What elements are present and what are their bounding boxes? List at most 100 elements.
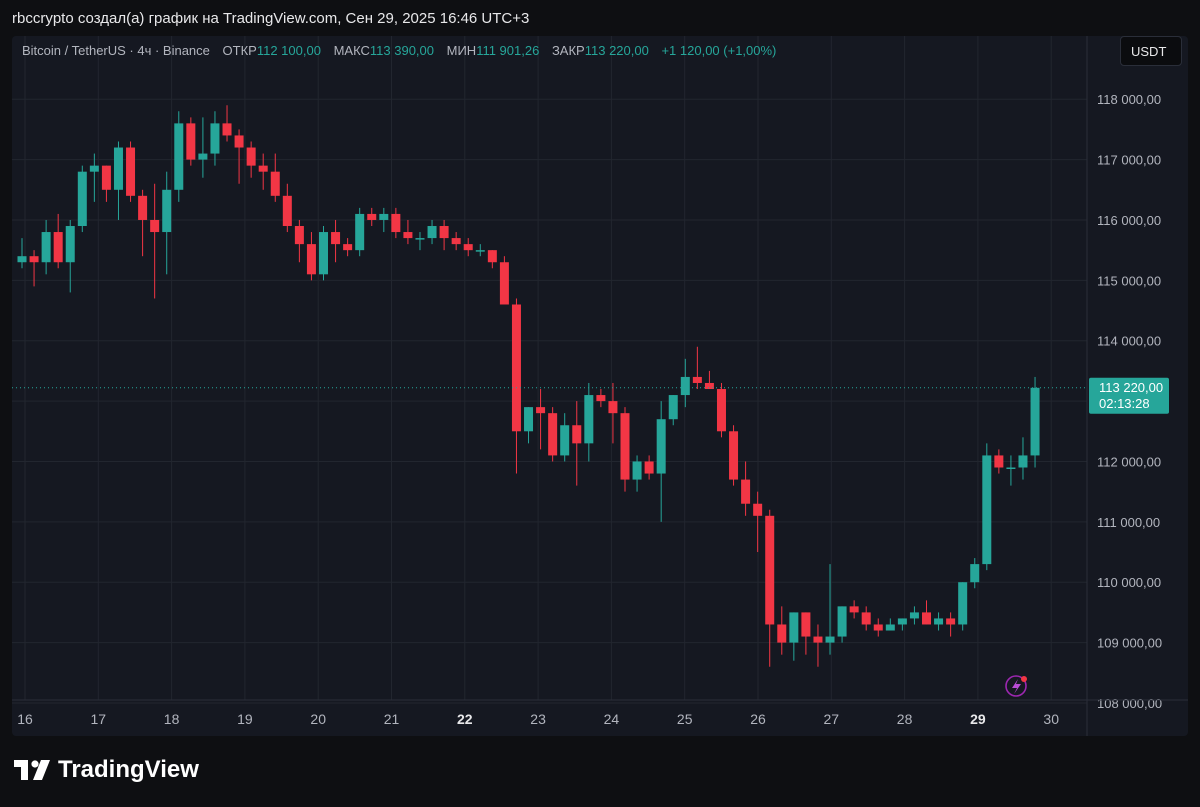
candle-body bbox=[126, 147, 136, 196]
candle-body bbox=[451, 238, 461, 245]
candle-body bbox=[355, 213, 365, 251]
candle-body bbox=[885, 624, 895, 631]
high-value: 113 390,00 bbox=[369, 43, 434, 58]
tradingview-wordmark: TradingView bbox=[58, 756, 199, 783]
candle-body bbox=[897, 618, 907, 625]
candle-body bbox=[234, 135, 244, 148]
candle-body bbox=[596, 395, 606, 402]
candle-body bbox=[198, 153, 208, 160]
candle-body bbox=[113, 147, 123, 190]
candle-body bbox=[536, 407, 546, 414]
x-tick-label: 28 bbox=[897, 711, 913, 727]
candle-body bbox=[765, 515, 775, 625]
last-price-badge bbox=[1089, 377, 1169, 414]
candle-body bbox=[487, 250, 497, 263]
candle-body bbox=[548, 413, 558, 456]
candle-body bbox=[656, 419, 666, 474]
low-label: МИН bbox=[446, 43, 477, 58]
candle-body bbox=[343, 244, 353, 251]
y-tick-label: 109 000,00 bbox=[1097, 636, 1162, 651]
candle-body bbox=[801, 612, 811, 637]
candle-body bbox=[29, 256, 39, 263]
candle-body bbox=[644, 461, 654, 474]
notification-dot-icon bbox=[1021, 676, 1027, 682]
candle-body bbox=[946, 618, 956, 625]
candle-body bbox=[331, 232, 341, 245]
candle-body bbox=[934, 618, 944, 625]
x-tick-label: 22 bbox=[457, 711, 473, 727]
candle-body bbox=[777, 624, 787, 643]
candle-body bbox=[463, 244, 473, 251]
candle-body bbox=[319, 232, 328, 275]
candle-body bbox=[620, 413, 630, 480]
candle-body bbox=[849, 606, 859, 613]
candle-body bbox=[789, 612, 799, 643]
candle-body bbox=[379, 213, 389, 220]
candle-body bbox=[258, 165, 268, 172]
y-tick-label: 115 000,00 bbox=[1097, 273, 1161, 288]
open-label: ОТКР bbox=[222, 43, 257, 58]
candle-body bbox=[861, 612, 871, 625]
candle-body bbox=[572, 425, 582, 444]
candle-body bbox=[668, 395, 678, 420]
close-label: ЗАКР bbox=[551, 43, 585, 58]
candle-body bbox=[524, 407, 534, 432]
candlestick-chart[interactable]: 108 000,00 109 000,00 110 000,00 111 000,00… bbox=[12, 36, 1188, 736]
candle-body bbox=[65, 226, 75, 263]
candle-body bbox=[922, 612, 931, 625]
change-value: +1 120,00 (+1,00%) bbox=[661, 43, 777, 58]
y-tick-label: 108 000,00 bbox=[1097, 696, 1162, 711]
y-tick-label: 118 000,00 bbox=[1097, 92, 1161, 107]
candle-body bbox=[77, 171, 87, 227]
candle-body bbox=[89, 165, 99, 172]
candle-body bbox=[186, 123, 196, 160]
x-tick-label: 17 bbox=[91, 711, 107, 727]
chart-panel[interactable]: 108 000,00 109 000,00 110 000,00 111 000,00… bbox=[12, 36, 1188, 736]
low-value: 111 901,26 bbox=[476, 43, 540, 58]
candle-body bbox=[403, 232, 413, 239]
candle-body bbox=[282, 195, 292, 227]
close-value: 113 220,00 bbox=[584, 43, 649, 58]
candle-body bbox=[210, 123, 220, 154]
candle-body bbox=[704, 382, 714, 390]
candle-body bbox=[982, 455, 992, 565]
candle-body bbox=[584, 395, 594, 444]
ohlc-legend: Bitcoin / TetherUS · 4ч · Binance ОТКР 11… bbox=[22, 43, 776, 58]
y-tick-label: 114 000,00 bbox=[1097, 334, 1161, 349]
x-tick-label: 24 bbox=[604, 711, 620, 727]
candle-body bbox=[222, 123, 232, 136]
currency-button[interactable]: USDT bbox=[1120, 36, 1182, 66]
candle-body bbox=[174, 123, 184, 190]
candle-body bbox=[741, 479, 751, 504]
candle-body bbox=[246, 147, 256, 166]
candle-body bbox=[813, 636, 823, 643]
candle-body bbox=[475, 250, 485, 252]
candle-body bbox=[511, 304, 521, 432]
x-tick-label: 26 bbox=[750, 711, 766, 727]
candle-body bbox=[367, 213, 377, 220]
candle-body bbox=[632, 461, 642, 480]
candle-body bbox=[729, 431, 739, 480]
last-price-countdown: 02:13:28 bbox=[1099, 396, 1150, 411]
candle-body bbox=[427, 226, 437, 239]
candle-body bbox=[716, 389, 726, 432]
candle-body bbox=[499, 262, 509, 305]
chart-header-caption: rbccrypto создал(а) график на TradingVie… bbox=[12, 10, 530, 27]
high-label: МАКС bbox=[333, 43, 370, 58]
lightning-icon bbox=[1005, 675, 1027, 697]
candle-body bbox=[837, 606, 847, 637]
tradingview-logo-icon bbox=[14, 760, 50, 780]
candle-body bbox=[994, 455, 1004, 468]
candle-body bbox=[270, 171, 280, 196]
candle-body bbox=[439, 226, 449, 239]
candle-body bbox=[17, 256, 27, 263]
tradingview-logo[interactable]: TradingView bbox=[14, 756, 199, 784]
x-tick-label: 29 bbox=[970, 711, 986, 727]
symbol-label[interactable]: Bitcoin / TetherUS · 4ч · Binance bbox=[22, 43, 210, 58]
y-tick-label: 117 000,00 bbox=[1097, 153, 1161, 168]
candle-body bbox=[825, 636, 835, 643]
candle-body bbox=[162, 189, 172, 233]
candle-body bbox=[1018, 455, 1028, 468]
candle-body bbox=[873, 624, 883, 631]
candle-body bbox=[560, 425, 570, 456]
